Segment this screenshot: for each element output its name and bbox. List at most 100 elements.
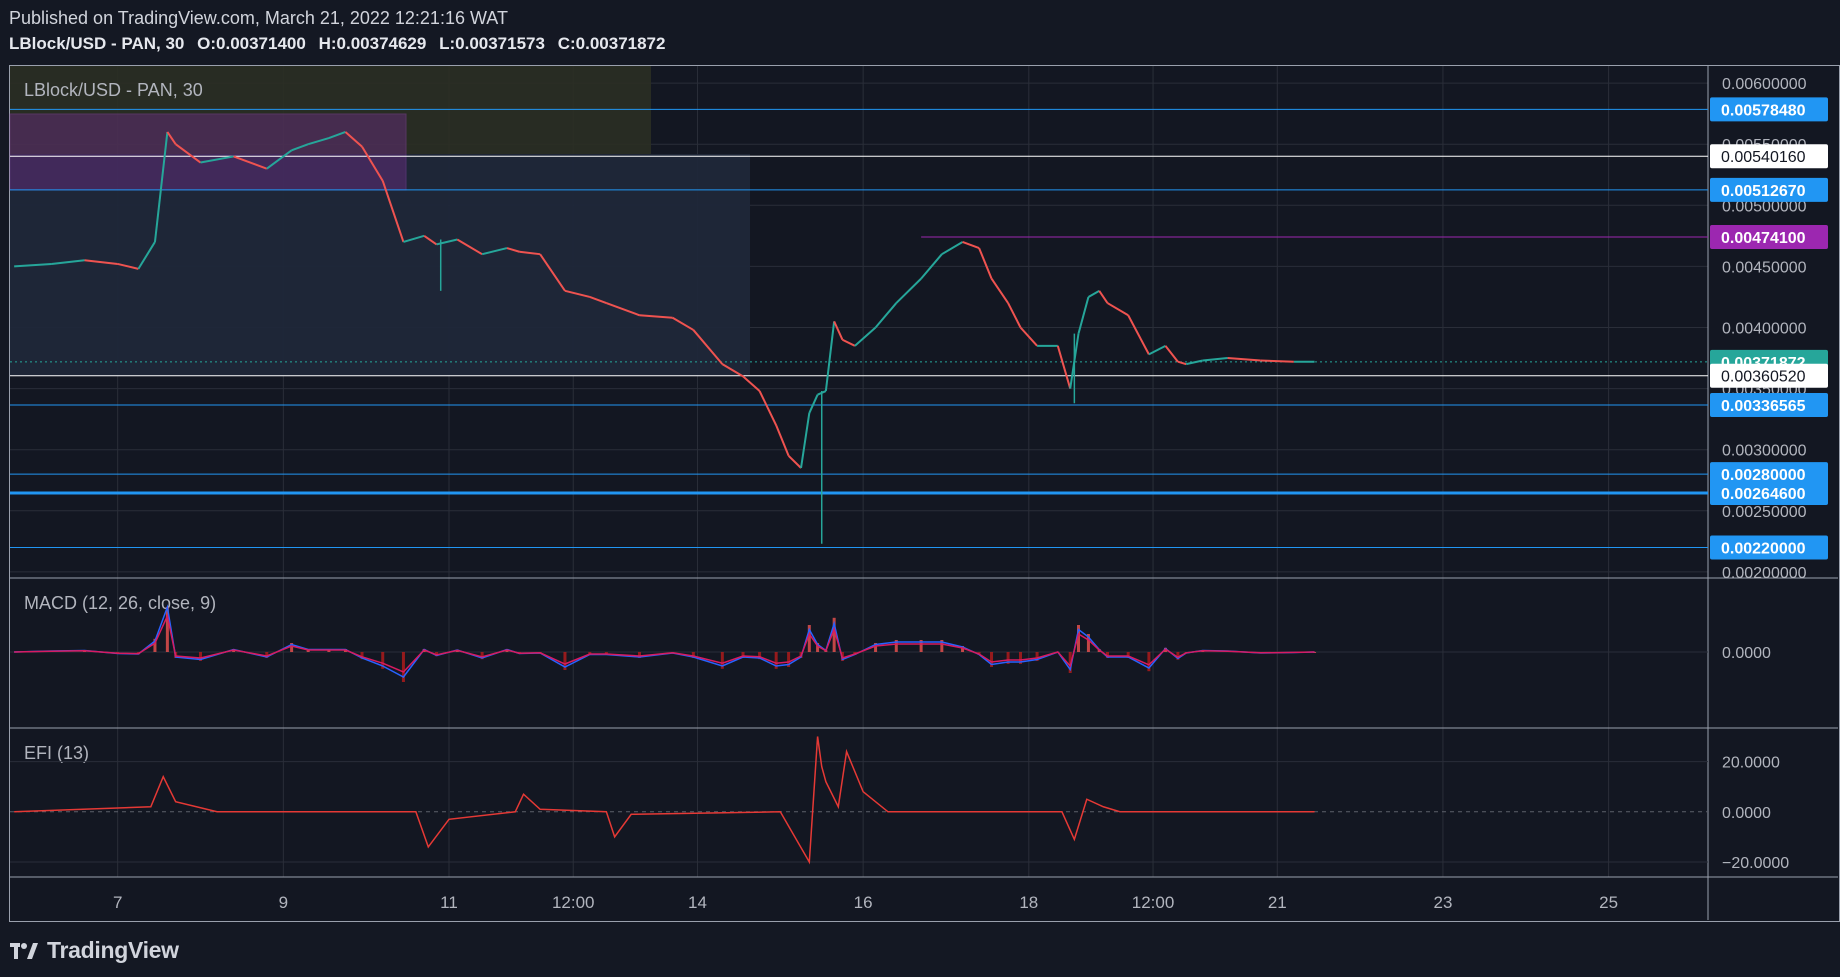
time-tick-label: 21: [1268, 893, 1287, 912]
level-badge-label: 0.00336565: [1721, 398, 1806, 415]
level-badge: [1710, 462, 1828, 487]
published-text: Published on TradingView.com, March 21, …: [9, 8, 508, 28]
macd-tick-label: 0.0000: [1722, 645, 1771, 662]
macd-bar: [381, 652, 385, 669]
zone-top-dark: [10, 66, 651, 154]
close-value: C:0.00371872: [557, 34, 666, 53]
price-segment: [1202, 357, 1228, 362]
macd-bar: [563, 652, 567, 670]
level-badge: [1710, 224, 1828, 249]
price-segment: [920, 253, 943, 280]
time-tick-label: 12:00: [552, 893, 595, 912]
macd-bar: [990, 652, 994, 667]
zone-blue-box: [10, 154, 750, 376]
level-badge-label: 0.00474100: [1721, 230, 1806, 247]
macd-bar: [165, 607, 169, 652]
macd-bar: [816, 643, 820, 652]
price-segment: [854, 326, 877, 347]
macd-bar: [961, 646, 965, 652]
macd-bar: [720, 652, 724, 669]
time-tick-label: 14: [688, 893, 707, 912]
price-segment: [153, 131, 169, 243]
price-segment: [639, 314, 673, 319]
price-segment: [137, 241, 156, 270]
macd-bar: [1105, 652, 1109, 658]
price-segment: [1087, 289, 1100, 298]
price-segment: [941, 241, 964, 256]
price-segment: [1227, 357, 1261, 362]
price-segment: [721, 363, 744, 378]
time-tick-label: 12:00: [1132, 893, 1175, 912]
level-badge: [1710, 144, 1828, 169]
macd-histogram: [49, 607, 1317, 682]
price-segment: [456, 238, 483, 256]
level-badge: [1710, 177, 1828, 202]
footer: TradingView: [9, 937, 179, 964]
price-segment: [874, 302, 898, 329]
price-segment: [1056, 345, 1072, 389]
price-segment: [1106, 302, 1129, 317]
price-tick-label: 0.00200000: [1722, 565, 1807, 582]
level-badge: [1710, 393, 1828, 418]
price-segment: [962, 241, 980, 250]
macd-bar: [774, 652, 778, 669]
price-segment: [381, 180, 405, 243]
price-segment: [51, 259, 85, 265]
macd-bar: [1019, 652, 1023, 664]
main-legend: LBlock/USD - PAN, 30: [24, 80, 203, 100]
price-segment: [775, 424, 790, 457]
macd-bar: [807, 625, 811, 652]
macd-bar: [787, 652, 791, 667]
macd-bar: [1176, 652, 1180, 660]
macd-bar: [480, 652, 484, 660]
price-segment: [895, 277, 922, 304]
efi-tick-label: −20.0000: [1722, 855, 1789, 872]
macd-bar: [1068, 652, 1072, 673]
price-segment: [166, 131, 177, 145]
price-segment: [742, 375, 761, 392]
price-segment: [423, 235, 438, 246]
price-tick-label: 0.00500000: [1722, 198, 1807, 215]
macd-bar: [153, 638, 157, 652]
price-segment: [328, 131, 346, 140]
macd-legend-label: MACD (12, 26, close, 9): [24, 593, 216, 613]
price-segment: [1019, 326, 1038, 347]
tradingview-logo-icon: [10, 942, 38, 959]
price-segment: [519, 250, 541, 256]
brand-name: TradingView: [47, 937, 179, 963]
price-segment: [291, 143, 309, 152]
price-axis: 0.006000000.005500000.005000000.00450000…: [1710, 76, 1828, 582]
price-segment: [1260, 359, 1294, 363]
macd-bar: [1006, 652, 1010, 664]
price-segment: [1164, 345, 1179, 363]
open-value: O:0.00371400: [197, 34, 306, 53]
macd-bar: [265, 652, 269, 658]
symbol-label: LBlock/USD - PAN, 30: [9, 34, 185, 53]
price-segment: [787, 455, 802, 469]
macd-bar: [894, 640, 898, 652]
level-badge-label: 0.00360520: [1721, 369, 1806, 386]
price-segment: [1007, 302, 1022, 328]
macd-bar: [1076, 625, 1080, 652]
price-series: [14, 131, 1315, 544]
macd-bar: [638, 652, 642, 658]
level-badge-label: 0.00540160: [1721, 149, 1806, 166]
macd-bar: [1086, 634, 1090, 652]
efi-legend-label: EFI (13): [24, 743, 89, 763]
price-segment: [800, 412, 811, 469]
price-levels: [10, 108, 1708, 548]
macd-bar: [940, 640, 944, 652]
price-segment: [539, 253, 566, 292]
time-tick-label: 7: [113, 893, 122, 912]
price-segment: [1077, 296, 1090, 334]
price-segment: [589, 296, 607, 304]
price-segment: [361, 146, 384, 182]
time-axis: 7 9 11 12:00 14 16 18 12:00 21 23 25: [113, 893, 1618, 912]
price-segment: [14, 262, 52, 268]
macd-bar: [199, 652, 203, 661]
price-segment: [1098, 290, 1109, 304]
price-segment: [1177, 360, 1187, 366]
price-segment: [1185, 359, 1203, 366]
price-segment: [564, 289, 591, 298]
